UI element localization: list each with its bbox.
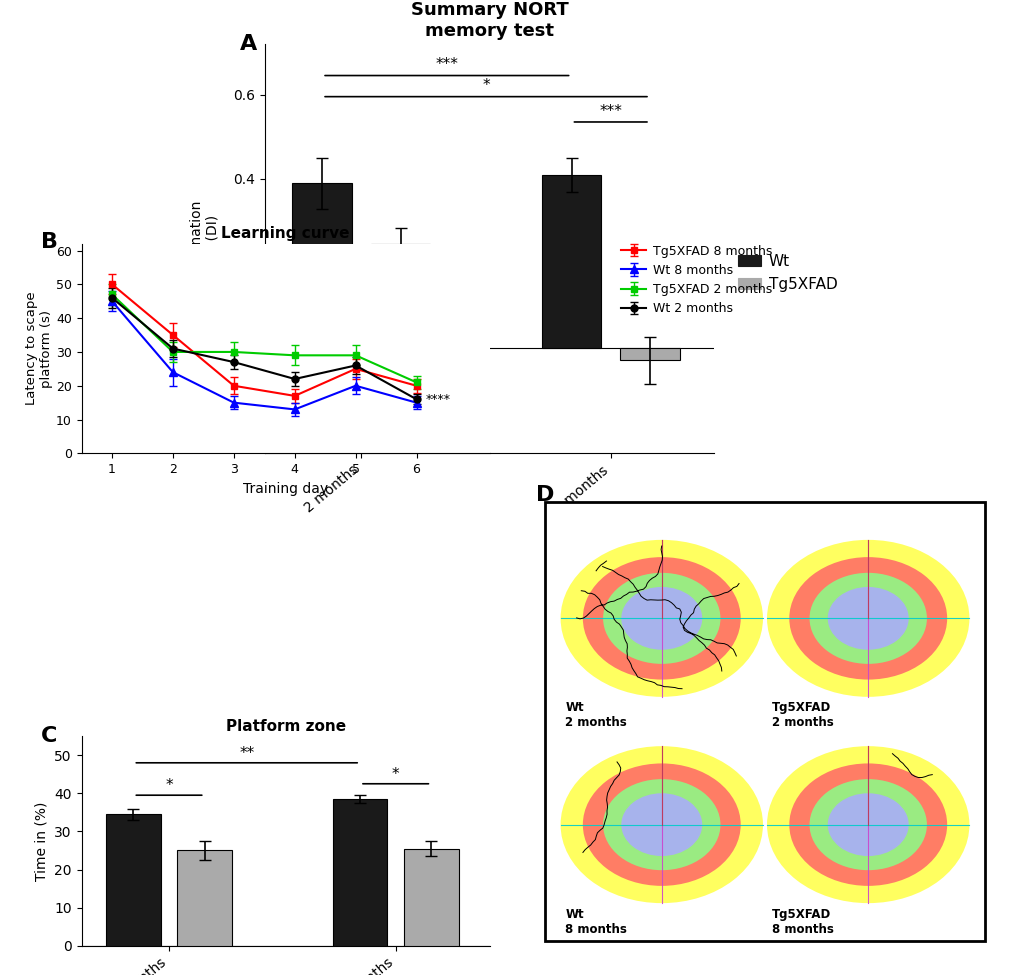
Text: ****: **** [425, 393, 450, 406]
Bar [177, 850, 231, 946]
Text: A: A [239, 34, 257, 55]
Text: ***: *** [599, 103, 622, 119]
Ellipse shape [827, 587, 908, 649]
Title: Summary NORT
memory test: Summary NORT memory test [411, 1, 568, 40]
Ellipse shape [582, 763, 740, 886]
Bar [404, 848, 459, 946]
Y-axis label: Discrimination
Index (DI): Discrimination Index (DI) [189, 199, 219, 298]
Legend: Wt, Tg5XFAD: Wt, Tg5XFAD [731, 248, 843, 298]
Text: Tg5XFAD
8 months: Tg5XFAD 8 months [770, 908, 833, 936]
Text: **: ** [238, 746, 254, 760]
Ellipse shape [582, 557, 740, 680]
Text: B: B [41, 232, 58, 253]
Bar [332, 800, 387, 946]
Ellipse shape [602, 779, 719, 870]
Text: C: C [41, 726, 57, 747]
Legend: Wt, Tg5XFAD: Wt, Tg5XFAD [675, 732, 775, 779]
Bar [292, 183, 352, 348]
Text: *: * [482, 78, 489, 94]
Ellipse shape [766, 540, 968, 697]
Text: Tg5XFAD
2 months: Tg5XFAD 2 months [770, 701, 833, 729]
Ellipse shape [789, 557, 947, 680]
Y-axis label: Time in (%): Time in (%) [35, 801, 49, 880]
Legend: Tg5XFAD 8 months, Wt 8 months, Tg5XFAD 2 months, Wt 2 months: Tg5XFAD 8 months, Wt 8 months, Tg5XFAD 2… [615, 240, 776, 320]
Ellipse shape [621, 587, 701, 649]
Ellipse shape [809, 573, 926, 664]
Title: Platform zone: Platform zone [225, 719, 345, 733]
Text: *: * [391, 767, 399, 782]
Ellipse shape [621, 794, 701, 856]
Title: Learning curve: Learning curve [221, 226, 350, 241]
Text: Wt
2 months: Wt 2 months [565, 701, 627, 729]
Ellipse shape [766, 746, 968, 903]
X-axis label: Training day: Training day [243, 482, 328, 495]
Ellipse shape [560, 746, 762, 903]
Text: Wt
8 months: Wt 8 months [565, 908, 627, 936]
Ellipse shape [809, 779, 926, 870]
Ellipse shape [827, 794, 908, 856]
Ellipse shape [602, 573, 719, 664]
Bar [620, 348, 679, 361]
Bar [541, 175, 601, 348]
Bar [370, 245, 430, 348]
Text: *: * [165, 778, 172, 794]
Ellipse shape [560, 540, 762, 697]
Bar [106, 814, 160, 946]
Text: D: D [535, 485, 553, 505]
Text: ***: *** [435, 58, 458, 72]
FancyBboxPatch shape [544, 502, 984, 941]
Ellipse shape [789, 763, 947, 886]
Y-axis label: Latency to scape
platform (s): Latency to scape platform (s) [25, 292, 53, 406]
